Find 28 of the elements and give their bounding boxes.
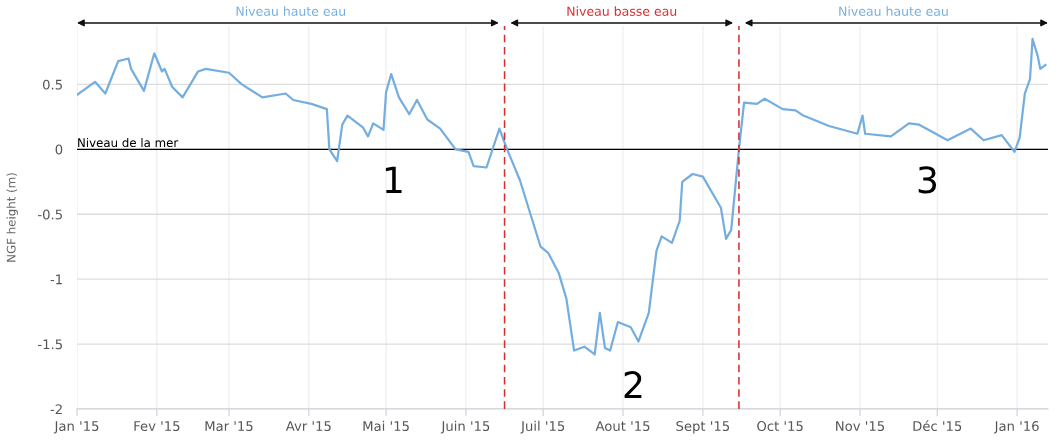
x-tick-label: Sept '15 [676, 421, 730, 434]
y-tick-label: -0.5 [38, 209, 62, 220]
x-tick-label: Juin '15 [440, 420, 490, 434]
y-tick-label: 0 [55, 144, 63, 155]
x-tick-label: Aout '15 [595, 421, 650, 432]
y-tick-label: -1.5 [38, 339, 62, 350]
text: Niveau haute eau [236, 6, 346, 16]
x-tick-label: Fev '15 [134, 421, 180, 432]
x-tick-label: Avr '15 [285, 421, 331, 432]
x-tick-label: Oct '15 [757, 421, 803, 432]
x-tick-label: Juil '15 [520, 420, 565, 434]
x-tick-label: Jan '16 [993, 421, 1039, 434]
text: Niveau basse eau [567, 6, 677, 16]
annotation: 3 [918, 166, 937, 194]
y-tick-label: -1 [50, 274, 62, 285]
line-series [77, 37, 1047, 356]
x-tick-label: Nov '15 [836, 421, 885, 432]
annotation: 2 [624, 371, 642, 398]
text: Niveau haute eau [839, 6, 948, 16]
x-tick-label: Déc '15 [913, 420, 962, 432]
y-tick-label: 0.5 [43, 79, 62, 90]
y-tick-label: -2 [50, 404, 62, 415]
ref-line-label: Niveau de la mer [78, 137, 179, 148]
y-axis-title: NGF height (m) [6, 173, 18, 262]
x-tick-label: Mar '15 [205, 421, 253, 432]
annotation: 1 [385, 166, 402, 193]
x-tick-label: Jan '15 [53, 421, 99, 434]
x-tick-label: Mai '15 [363, 420, 409, 432]
